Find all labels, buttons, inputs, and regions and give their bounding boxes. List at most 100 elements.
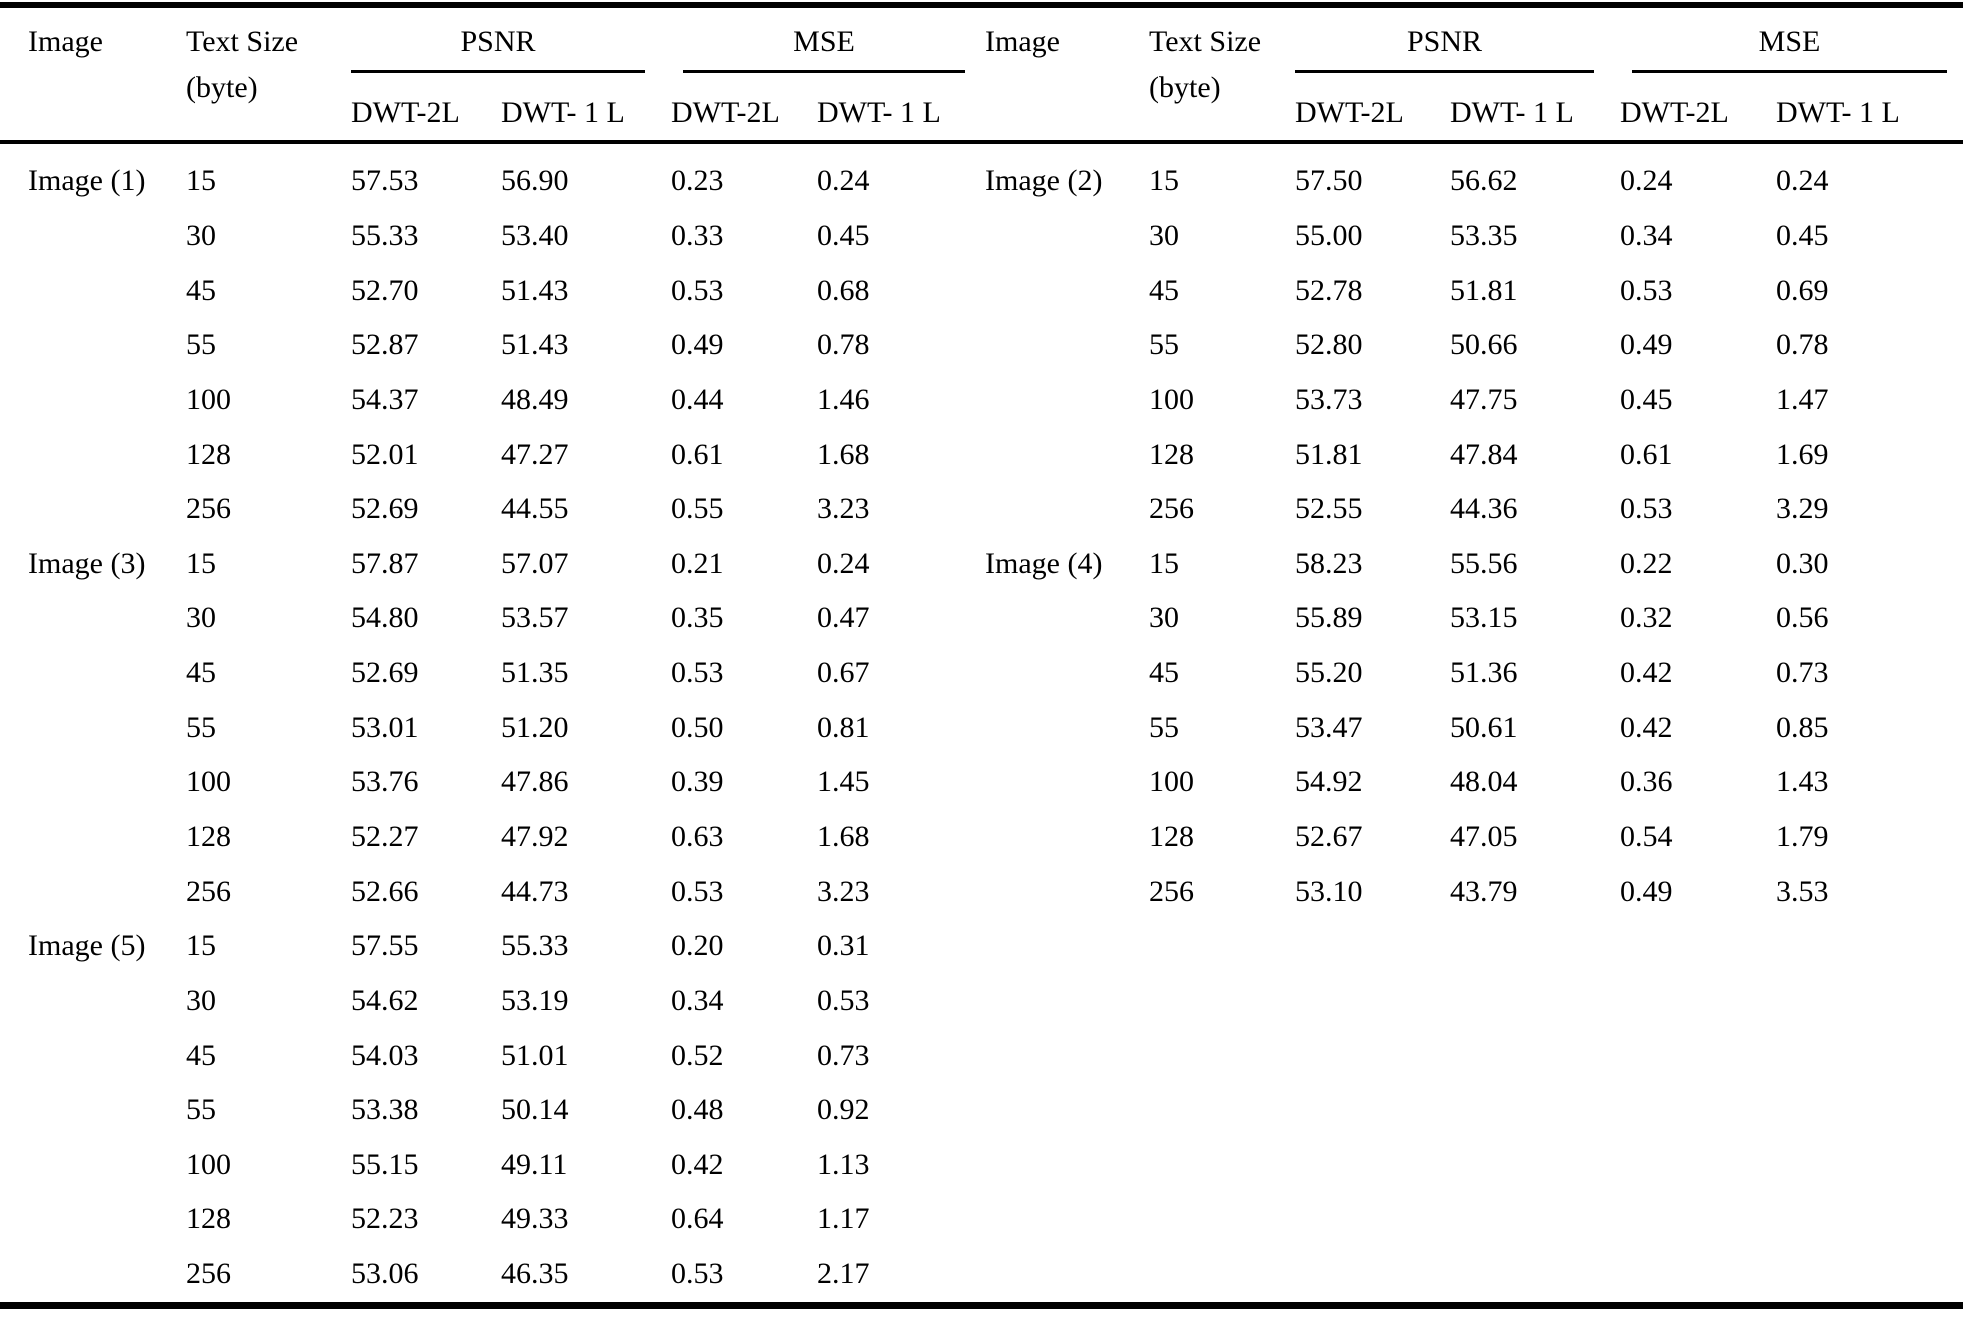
cell-psnr-dwt1l: 51.43 <box>501 273 569 307</box>
cell-psnr-dwt1l: 47.27 <box>501 437 569 471</box>
cell-mse-dwt2l: 0.34 <box>671 983 724 1017</box>
cell-psnr-dwt2l: 52.66 <box>351 874 419 908</box>
cell-mse-dwt2l: 0.34 <box>1620 218 1673 252</box>
cell-mse-dwt2l: 0.53 <box>1620 492 1673 526</box>
cell-psnr-dwt1l: 47.84 <box>1450 437 1518 471</box>
cell-mse-dwt1l: 1.17 <box>817 1202 870 1236</box>
table-right-half: Image Text Size (byte) PSNR DWT-2L DWT- … <box>981 8 1963 919</box>
cell-text-size: 30 <box>1149 601 1179 635</box>
cell-mse-dwt2l: 0.64 <box>671 1202 724 1236</box>
cell-psnr-dwt2l: 52.23 <box>351 1202 419 1236</box>
cell-mse-dwt1l: 1.68 <box>817 437 870 471</box>
cell-text-size: 256 <box>1149 492 1194 526</box>
cell-text-size: 15 <box>186 164 216 198</box>
table-body-columns: Image Text Size (byte) PSNR DWT-2L DWT- … <box>0 8 1963 1301</box>
cell-mse-dwt1l: 0.24 <box>817 546 870 580</box>
cell-text-size: 256 <box>186 874 231 908</box>
cell-text-size: 55 <box>1149 328 1179 362</box>
cell-mse-dwt1l: 0.68 <box>817 273 870 307</box>
cell-psnr-dwt1l: 47.05 <box>1450 820 1518 853</box>
cell-text-size: 55 <box>186 710 216 744</box>
cell-psnr-dwt1l: 51.36 <box>1450 656 1518 690</box>
cell-mse-dwt2l: 0.39 <box>671 765 724 799</box>
cell-mse-dwt2l: 0.49 <box>671 328 724 362</box>
cell-mse-dwt1l: 3.23 <box>817 492 870 526</box>
subheader-psnr-dwt1l: DWT- 1 L <box>1450 96 1574 129</box>
cell-text-size: 100 <box>186 1147 231 1181</box>
psnr-group-underline <box>351 70 645 73</box>
table-row: 100 54.37 48.49 0.44 1.46 <box>28 373 981 428</box>
table-row: 128 52.23 49.33 0.64 1.17 <box>28 1192 981 1247</box>
psnr-subheaders: DWT-2L DWT- 1 L <box>351 95 671 131</box>
column-header-image: Image <box>28 25 103 58</box>
cell-text-size: 55 <box>186 1093 216 1127</box>
cell-psnr-dwt2l: 55.89 <box>1295 601 1363 635</box>
cell-mse-dwt1l: 0.47 <box>817 601 870 635</box>
cell-mse-dwt2l: 0.20 <box>671 929 724 963</box>
cell-mse-dwt2l: 0.53 <box>671 273 724 307</box>
cell-mse-dwt1l: 1.79 <box>1776 820 1829 853</box>
table-row: 100 53.73 47.75 0.45 1.47 <box>985 373 1963 428</box>
subheader-mse-dwt2l: DWT-2L <box>1620 96 1729 129</box>
cell-psnr-dwt1l: 51.35 <box>501 656 569 690</box>
psnr-subheaders: DWT-2L DWT- 1 L <box>1295 95 1620 131</box>
cell-mse-dwt1l: 1.68 <box>817 820 870 853</box>
cell-psnr-dwt2l: 53.76 <box>351 765 419 799</box>
cell-mse-dwt1l: 0.78 <box>817 328 870 362</box>
cell-psnr-dwt1l: 56.90 <box>501 164 569 198</box>
column-header-text-size: Text Size (byte) <box>1149 8 1295 140</box>
cell-psnr-dwt1l: 56.62 <box>1450 164 1518 198</box>
table-row: 256 52.55 44.36 0.53 3.29 <box>985 482 1963 537</box>
image-group-label: Image (5) <box>28 929 146 963</box>
cell-psnr-dwt1l: 44.55 <box>501 492 569 526</box>
cell-mse-dwt1l: 0.45 <box>1776 218 1829 252</box>
column-header-image: Image <box>985 25 1060 58</box>
table-row: 55 53.38 50.14 0.48 0.92 <box>28 1083 981 1138</box>
cell-text-size: 128 <box>186 820 231 853</box>
table-row: 55 53.47 50.61 0.42 0.85 <box>985 700 1963 755</box>
cell-mse-dwt2l: 0.53 <box>671 656 724 690</box>
cell-psnr-dwt1l: 53.19 <box>501 983 569 1017</box>
cell-text-size: 15 <box>186 929 216 963</box>
cell-mse-dwt2l: 0.22 <box>1620 546 1673 580</box>
table-row: 128 52.01 47.27 0.61 1.68 <box>28 427 981 482</box>
cell-psnr-dwt1l: 53.40 <box>501 218 569 252</box>
cell-mse-dwt2l: 0.63 <box>671 820 724 853</box>
cell-mse-dwt2l: 0.61 <box>1620 437 1673 471</box>
table-row: 128 52.67 47.05 0.54 1.79 <box>985 810 1963 865</box>
cell-psnr-dwt2l: 53.10 <box>1295 874 1363 908</box>
cell-mse-dwt1l: 0.30 <box>1776 546 1829 580</box>
cell-psnr-dwt1l: 44.36 <box>1450 492 1518 526</box>
cell-psnr-dwt2l: 55.15 <box>351 1147 419 1181</box>
cell-mse-dwt1l: 0.73 <box>817 1038 870 1072</box>
cell-mse-dwt2l: 0.53 <box>671 1257 724 1291</box>
cell-text-size: 100 <box>186 382 231 416</box>
cell-psnr-dwt1l: 53.35 <box>1450 218 1518 252</box>
cell-psnr-dwt1l: 47.75 <box>1450 382 1518 416</box>
cell-mse-dwt2l: 0.24 <box>1620 164 1673 198</box>
cell-psnr-dwt1l: 51.20 <box>501 710 569 744</box>
table-row: 30 55.89 53.15 0.32 0.56 <box>985 591 1963 646</box>
table-row: 100 55.15 49.11 0.42 1.13 <box>28 1138 981 1193</box>
cell-mse-dwt2l: 0.33 <box>671 218 724 252</box>
cell-mse-dwt1l: 0.24 <box>817 164 870 198</box>
cell-text-size: 128 <box>1149 437 1194 471</box>
table-row: 55 53.01 51.20 0.50 0.81 <box>28 700 981 755</box>
mse-subheaders: DWT-2L DWT- 1 L <box>1620 95 1963 131</box>
cell-psnr-dwt2l: 53.47 <box>1295 710 1363 744</box>
psnr-group-underline <box>1295 70 1594 73</box>
table-row: 128 52.27 47.92 0.63 1.68 <box>28 810 981 865</box>
cell-psnr-dwt2l: 52.55 <box>1295 492 1363 526</box>
cell-psnr-dwt1l: 43.79 <box>1450 874 1518 908</box>
cell-text-size: 30 <box>186 983 216 1017</box>
cell-text-size: 55 <box>186 328 216 362</box>
cell-psnr-dwt1l: 53.57 <box>501 601 569 635</box>
table-header-right: Image Text Size (byte) PSNR DWT-2L DWT- … <box>981 8 1963 144</box>
cell-mse-dwt2l: 0.49 <box>1620 874 1673 908</box>
cell-psnr-dwt2l: 53.06 <box>351 1257 419 1291</box>
cell-psnr-dwt2l: 57.53 <box>351 164 419 198</box>
cell-psnr-dwt1l: 51.01 <box>501 1038 569 1072</box>
cell-mse-dwt2l: 0.52 <box>671 1038 724 1072</box>
cell-psnr-dwt1l: 49.11 <box>501 1147 568 1181</box>
table-row: Image (1) 15 57.53 56.90 0.23 0.24 <box>28 154 981 209</box>
